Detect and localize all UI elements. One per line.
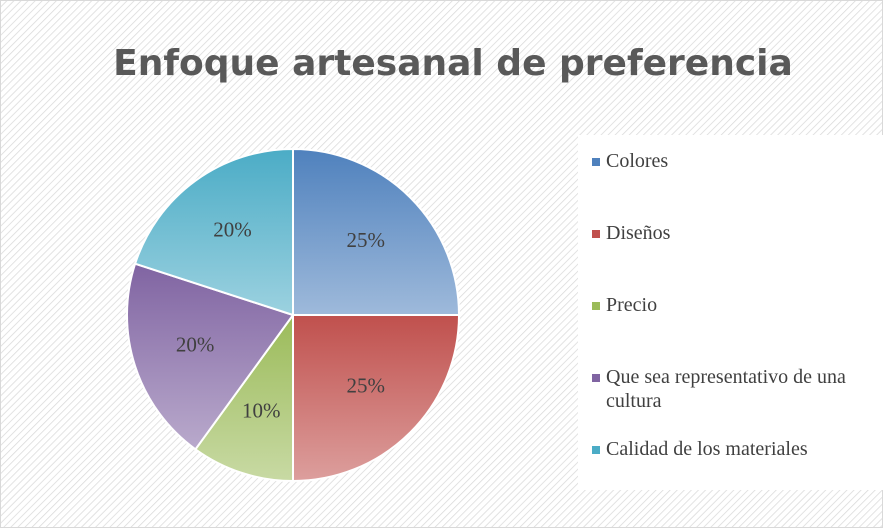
data-label: 25% (347, 228, 386, 252)
legend-entry: Precio (592, 293, 878, 317)
legend-label: Calidad de los materiales (606, 438, 808, 460)
legend-label: Que sea representativo de una cultura (606, 366, 846, 412)
pie-slice (292, 147, 461, 316)
data-label: 10% (242, 399, 281, 423)
pie-slice (126, 262, 295, 451)
data-label: 25% (347, 374, 386, 398)
legend-entry: Que sea representativo de una cultura (592, 365, 878, 413)
data-label: 20% (176, 333, 215, 357)
legend-swatch (592, 302, 600, 310)
pie-slice (194, 311, 294, 483)
legend-label: Precio (606, 294, 658, 316)
legend-swatch (592, 230, 600, 238)
legend-swatch (592, 446, 600, 454)
legend: Colores Diseños Precio Que sea representati… (578, 135, 883, 490)
legend-entry: Calidad de los materiales (592, 437, 878, 461)
legend-swatch (592, 374, 600, 382)
legend-swatch (592, 158, 600, 166)
pie-slice (292, 314, 461, 483)
chart-title: Enfoque artesanal de preferencia (113, 43, 793, 84)
pie-slice (133, 147, 294, 317)
data-label: 20% (213, 218, 252, 242)
legend-entry: Colores (592, 149, 878, 173)
legend-entry: Diseños (592, 221, 878, 245)
legend-label: Colores (606, 150, 669, 172)
legend-label: Diseños (606, 222, 671, 244)
